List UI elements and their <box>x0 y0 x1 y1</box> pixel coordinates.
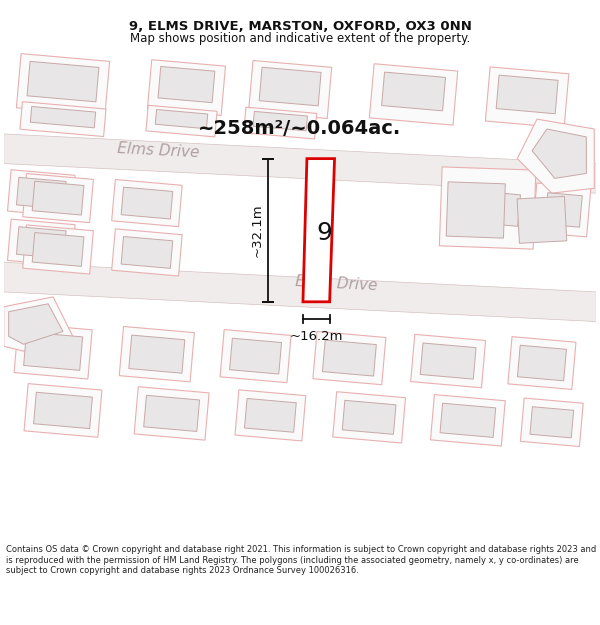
Polygon shape <box>34 392 92 429</box>
Polygon shape <box>4 297 73 351</box>
Text: Map shows position and indicative extent of the property.: Map shows position and indicative extent… <box>130 32 470 45</box>
Polygon shape <box>545 192 582 228</box>
Polygon shape <box>342 401 396 434</box>
Polygon shape <box>439 167 536 249</box>
Polygon shape <box>112 229 182 276</box>
Polygon shape <box>155 109 208 129</box>
Polygon shape <box>370 64 458 125</box>
Polygon shape <box>313 331 386 385</box>
Polygon shape <box>24 384 102 438</box>
Polygon shape <box>496 75 558 114</box>
Text: Elms Drive: Elms Drive <box>295 274 378 294</box>
Polygon shape <box>244 107 317 139</box>
Polygon shape <box>119 326 194 382</box>
Polygon shape <box>532 129 586 178</box>
Text: ~16.2m: ~16.2m <box>290 331 343 344</box>
Polygon shape <box>112 179 182 227</box>
Polygon shape <box>158 66 215 102</box>
Polygon shape <box>7 219 75 266</box>
Text: Elms Drive: Elms Drive <box>118 141 200 161</box>
Polygon shape <box>459 189 520 226</box>
Polygon shape <box>235 390 306 441</box>
Polygon shape <box>259 68 321 106</box>
Polygon shape <box>4 134 596 193</box>
Polygon shape <box>14 323 92 379</box>
Polygon shape <box>16 177 66 209</box>
Polygon shape <box>532 183 591 237</box>
Polygon shape <box>333 392 406 443</box>
Text: 9: 9 <box>317 221 332 244</box>
Polygon shape <box>143 396 200 431</box>
Polygon shape <box>148 60 226 116</box>
Polygon shape <box>440 403 496 437</box>
Polygon shape <box>520 398 583 446</box>
Polygon shape <box>485 67 569 128</box>
Polygon shape <box>4 262 596 321</box>
Polygon shape <box>134 387 209 440</box>
Polygon shape <box>446 182 505 238</box>
Polygon shape <box>446 180 529 236</box>
Text: 9, ELMS DRIVE, MARSTON, OXFORD, OX3 0NN: 9, ELMS DRIVE, MARSTON, OXFORD, OX3 0NN <box>128 20 472 32</box>
Polygon shape <box>420 343 476 379</box>
Polygon shape <box>16 54 110 116</box>
Polygon shape <box>382 72 446 111</box>
Polygon shape <box>230 338 281 374</box>
Polygon shape <box>517 119 594 193</box>
Polygon shape <box>530 407 574 438</box>
Polygon shape <box>129 335 185 373</box>
Text: ~32.1m: ~32.1m <box>250 203 263 257</box>
Polygon shape <box>31 106 95 128</box>
Polygon shape <box>220 329 291 382</box>
Polygon shape <box>23 332 83 371</box>
Polygon shape <box>508 337 576 389</box>
Polygon shape <box>248 61 332 119</box>
Polygon shape <box>121 187 173 219</box>
Text: ~258m²/~0.064ac.: ~258m²/~0.064ac. <box>199 119 401 139</box>
Polygon shape <box>7 170 75 217</box>
Polygon shape <box>23 225 94 274</box>
Polygon shape <box>430 394 505 446</box>
Polygon shape <box>303 159 335 302</box>
Polygon shape <box>32 232 84 266</box>
Polygon shape <box>517 345 566 381</box>
Polygon shape <box>146 105 217 137</box>
Polygon shape <box>16 227 66 258</box>
Polygon shape <box>23 174 94 222</box>
Polygon shape <box>8 304 63 344</box>
Polygon shape <box>27 61 99 102</box>
Text: Contains OS data © Crown copyright and database right 2021. This information is : Contains OS data © Crown copyright and d… <box>6 546 596 575</box>
Polygon shape <box>410 334 485 388</box>
Polygon shape <box>244 399 296 432</box>
Polygon shape <box>20 102 106 136</box>
Polygon shape <box>253 111 307 131</box>
Polygon shape <box>32 181 84 215</box>
Polygon shape <box>517 196 567 243</box>
Polygon shape <box>121 236 173 268</box>
Polygon shape <box>322 340 376 376</box>
